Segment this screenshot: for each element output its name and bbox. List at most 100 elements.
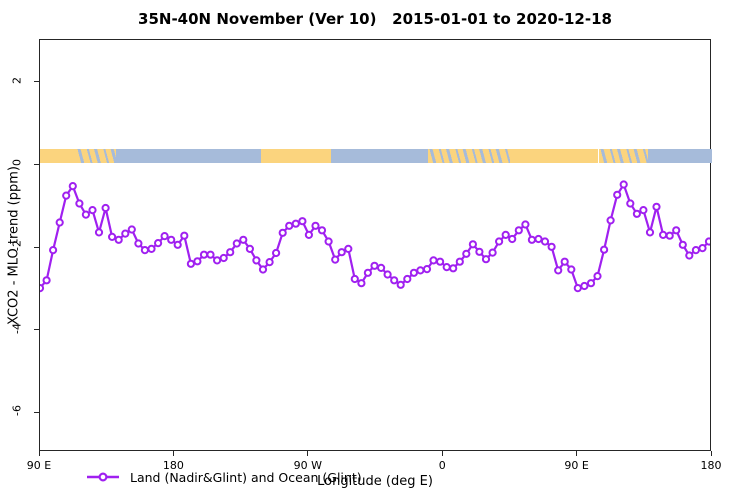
- ocean-segment: [647, 148, 712, 164]
- legend-marker-icon: [87, 472, 119, 482]
- data-point-marker: [278, 228, 287, 237]
- data-point-marker: [540, 237, 550, 246]
- data-point-marker: [331, 255, 340, 264]
- data-point-marker: [468, 240, 477, 249]
- data-point-marker: [606, 216, 615, 225]
- data-point-marker: [455, 257, 464, 266]
- data-point-marker: [75, 199, 84, 208]
- data-point-marker: [121, 229, 130, 238]
- y-tick-label: 0: [10, 159, 24, 167]
- data-point-marker: [429, 256, 438, 265]
- data-point-marker: [645, 228, 655, 237]
- data-point-marker: [311, 221, 320, 230]
- ocean-segment: [331, 148, 429, 164]
- y-tick-mark: [34, 329, 39, 331]
- data-point-marker: [383, 270, 392, 279]
- data-point-marker: [160, 232, 169, 241]
- y-tick-mark: [34, 246, 39, 248]
- data-point-marker: [108, 232, 117, 241]
- data-point-marker: [265, 258, 274, 267]
- data-point-marker: [377, 263, 386, 272]
- data-point-marker: [88, 206, 97, 215]
- data-point-marker: [652, 202, 661, 211]
- data-point-marker: [495, 237, 504, 246]
- data-point-marker: [370, 261, 379, 270]
- data-point-marker: [449, 264, 458, 273]
- data-point-marker: [147, 244, 156, 253]
- data-point-marker: [94, 228, 104, 237]
- data-point-marker: [304, 230, 313, 239]
- data-point-marker: [534, 234, 543, 244]
- land-ocean-map-band: [40, 148, 712, 164]
- data-point-marker: [508, 234, 517, 244]
- mixed-segment: [598, 148, 648, 164]
- data-point-marker: [154, 239, 163, 248]
- x-tick-label: 0: [438, 459, 446, 472]
- data-point-marker: [639, 206, 648, 215]
- x-axis-title: Longitude (deg E): [317, 474, 433, 489]
- data-point-marker: [527, 235, 536, 244]
- data-point-marker: [626, 199, 635, 208]
- data-point-marker: [81, 210, 91, 219]
- data-point-marker: [554, 266, 563, 275]
- data-point-marker: [239, 235, 248, 244]
- y-tick-label: 2: [10, 76, 24, 84]
- data-point-marker: [68, 182, 77, 191]
- x-tick-mark: [441, 451, 443, 456]
- data-point-marker: [167, 235, 176, 244]
- data-point-marker: [501, 230, 510, 239]
- y-tick-label: -4: [10, 322, 24, 334]
- legend-label: Land (Nadir&Glint) and Ocean (Glint): [130, 469, 362, 485]
- data-point-marker: [55, 218, 64, 227]
- data-point-marker: [49, 246, 58, 255]
- ocean-segment: [116, 148, 261, 164]
- data-point-marker: [140, 246, 150, 255]
- data-point-marker: [390, 276, 399, 285]
- data-point-marker: [40, 284, 45, 293]
- data-point-marker: [134, 239, 143, 248]
- data-point-marker: [514, 226, 523, 235]
- data-point-marker: [324, 237, 333, 246]
- data-point-marker: [573, 284, 582, 293]
- data-point-marker: [436, 257, 445, 266]
- x-tick-label: 90 E: [26, 459, 52, 472]
- x-tick-label: 180: [162, 459, 184, 472]
- data-point-marker: [619, 180, 628, 189]
- data-point-marker: [42, 276, 51, 285]
- data-point-marker: [213, 256, 222, 265]
- y-tick-label: -2: [10, 240, 24, 252]
- y-tick-label: -6: [10, 405, 24, 417]
- data-point-marker: [344, 244, 353, 253]
- data-point-marker: [481, 255, 491, 264]
- x-tick-label: 180: [700, 459, 722, 472]
- land-segment: [510, 148, 599, 164]
- x-tick-mark: [576, 451, 578, 456]
- y-tick-mark: [34, 81, 39, 83]
- data-point-marker: [704, 237, 710, 246]
- data-point-marker: [285, 221, 294, 230]
- data-point-marker: [245, 244, 254, 253]
- data-point-marker: [226, 248, 235, 257]
- data-point-marker: [613, 190, 622, 199]
- data-point-marker: [62, 191, 71, 200]
- x-tick-mark: [38, 451, 40, 456]
- data-point-marker: [691, 246, 701, 255]
- data-point-marker: [357, 279, 366, 288]
- x-tick-mark: [307, 451, 309, 456]
- data-point-marker: [422, 265, 432, 274]
- x-tick-label: 90 W: [293, 459, 322, 472]
- data-point-marker: [632, 209, 642, 218]
- data-point-marker: [193, 257, 202, 266]
- data-point-marker: [586, 279, 596, 288]
- chart-title: 35N-40N November (Ver 10) 2015-01-01 to …: [138, 10, 612, 28]
- data-point-marker: [442, 263, 451, 272]
- data-point-marker: [180, 231, 189, 240]
- data-point-marker: [560, 257, 569, 266]
- data-point-marker: [101, 203, 110, 213]
- data-point-marker: [337, 248, 346, 257]
- data-point-marker: [252, 256, 261, 265]
- trend-line: [40, 181, 710, 290]
- x-tick-mark: [710, 451, 712, 456]
- data-point-marker: [114, 235, 123, 244]
- data-point-marker: [462, 249, 471, 258]
